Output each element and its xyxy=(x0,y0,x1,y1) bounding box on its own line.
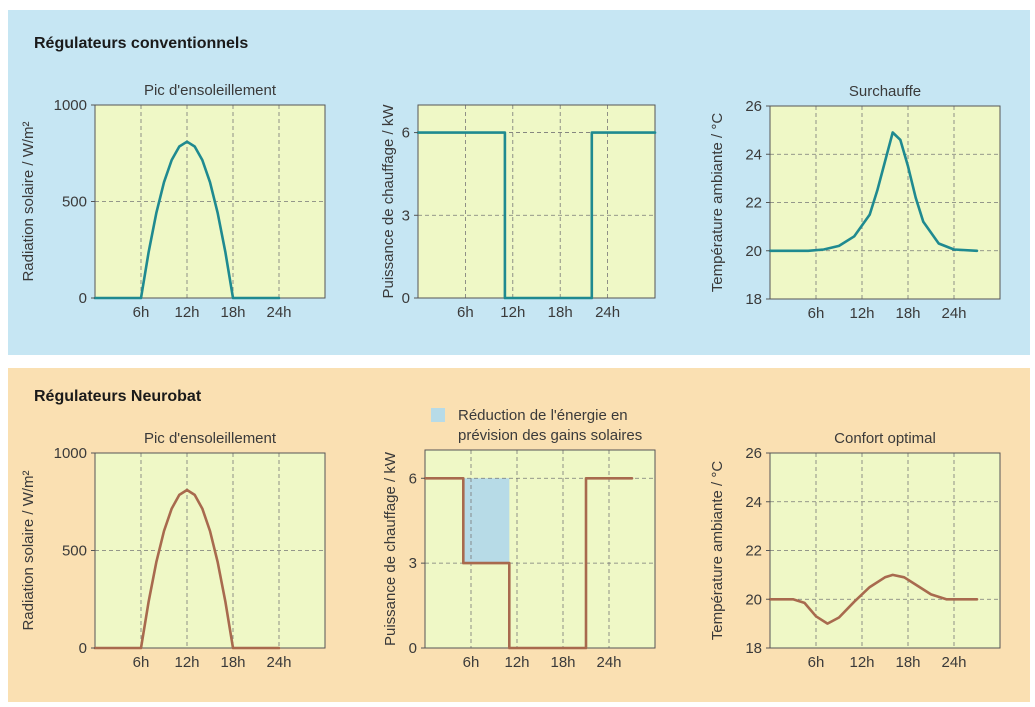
chart-title: Pic d'ensoleillement xyxy=(144,82,277,99)
neurobat-section-title: Régulateurs Neurobat xyxy=(34,388,202,405)
data-series-line xyxy=(93,140,281,300)
plot-area xyxy=(425,450,655,648)
legend-swatch xyxy=(431,408,445,422)
y-tick-label: 3 xyxy=(402,207,410,224)
x-tick-label: 6h xyxy=(133,654,150,671)
chart-heating-neurobat: 0 3 6 6h 12h 18h 24h Puissance de chauffage / k… xyxy=(382,449,656,671)
y-tick-label: 0 xyxy=(79,640,87,657)
chart-solar-conventional: 0 500 1000 6h 12h 18h 24h Pic d'ensoleillement R… xyxy=(20,82,326,321)
y-tick-label: 22 xyxy=(745,543,762,560)
y-tick-label: 1000 xyxy=(54,445,87,462)
y-tick-label: 24 xyxy=(745,494,762,511)
x-tick-label: 24h xyxy=(596,654,621,671)
y-tick-label: 1000 xyxy=(54,97,87,114)
y-tick-label: 18 xyxy=(745,291,762,308)
x-tick-label: 18h xyxy=(220,654,245,671)
y-tick-label: 18 xyxy=(745,640,762,657)
data-series-line xyxy=(93,488,281,650)
chart-temp-neurobat: 18 20 22 24 26 6h 12h 18h 24h Confort optimal Temp… xyxy=(709,430,1001,671)
x-tick-label: 18h xyxy=(548,304,573,321)
y-axis-label: Puissance de chauffage / kW xyxy=(380,104,397,299)
x-tick-label: 12h xyxy=(174,654,199,671)
chart-temp-conventional: 18 20 22 24 26 6h 12h 18h 24h Surchauffe Températu… xyxy=(709,83,1001,322)
x-tick-label: 6h xyxy=(457,304,474,321)
y-axis-label: Radiation solaire / W/m² xyxy=(20,470,37,630)
y-tick-label: 0 xyxy=(402,290,410,307)
chart-heating-conventional: 0 3 6 6h 12h 18h 24h Puissance de chauffage / k… xyxy=(380,104,657,321)
y-axis-label: Puissance de chauffage / kW xyxy=(382,451,399,646)
energy-reduction-area xyxy=(463,478,510,564)
y-tick-label: 22 xyxy=(745,195,762,212)
y-axis-label: Radiation solaire / W/m² xyxy=(20,121,37,281)
energy-reduction-legend: Réduction de l'énergie en prévision des g… xyxy=(431,407,642,444)
y-tick-label: 20 xyxy=(745,243,762,260)
y-tick-label: 500 xyxy=(62,543,87,560)
y-axis-label: Température ambiante / °C xyxy=(709,461,726,641)
y-tick-label: 24 xyxy=(745,146,762,163)
data-series-line xyxy=(768,131,979,253)
x-tick-label: 12h xyxy=(849,305,874,322)
y-tick-label: 26 xyxy=(745,445,762,462)
chart-title: Surchauffe xyxy=(849,83,921,100)
y-tick-label: 3 xyxy=(409,555,417,572)
x-tick-label: 18h xyxy=(550,654,575,671)
legend-text-line1: Réduction de l'énergie en xyxy=(458,407,628,424)
conventional-section-title: Régulateurs conventionnels xyxy=(34,35,249,52)
x-tick-label: 6h xyxy=(133,304,150,321)
y-tick-label: 6 xyxy=(409,470,417,487)
y-tick-label: 20 xyxy=(745,591,762,608)
x-tick-label: 18h xyxy=(220,304,245,321)
y-tick-label: 0 xyxy=(409,640,417,657)
x-tick-label: 18h xyxy=(895,654,920,671)
x-tick-label: 12h xyxy=(504,654,529,671)
x-tick-label: 24h xyxy=(941,305,966,322)
x-tick-label: 12h xyxy=(849,654,874,671)
x-tick-label: 24h xyxy=(595,304,620,321)
chart-solar-neurobat: 0 500 1000 6h 12h 18h 24h Pic d'ensoleillement R… xyxy=(20,430,326,671)
x-tick-label: 6h xyxy=(808,305,825,322)
x-tick-label: 24h xyxy=(941,654,966,671)
data-series-line xyxy=(416,131,657,300)
x-tick-label: 12h xyxy=(500,304,525,321)
x-tick-label: 6h xyxy=(463,654,480,671)
x-tick-label: 18h xyxy=(895,305,920,322)
x-tick-label: 12h xyxy=(174,304,199,321)
chart-title: Pic d'ensoleillement xyxy=(144,430,277,447)
x-tick-label: 6h xyxy=(808,654,825,671)
y-axis-label: Température ambiante / °C xyxy=(709,113,726,293)
data-series-line xyxy=(768,573,979,625)
plot-area xyxy=(418,105,655,298)
y-tick-label: 500 xyxy=(62,194,87,211)
y-tick-label: 26 xyxy=(745,98,762,115)
x-tick-label: 24h xyxy=(266,304,291,321)
chart-title: Confort optimal xyxy=(834,430,936,447)
data-series-line xyxy=(423,476,634,650)
legend-text-line2: prévision des gains solaires xyxy=(458,427,642,444)
x-tick-label: 24h xyxy=(266,654,291,671)
y-tick-label: 6 xyxy=(402,125,410,142)
y-tick-label: 0 xyxy=(79,290,87,307)
